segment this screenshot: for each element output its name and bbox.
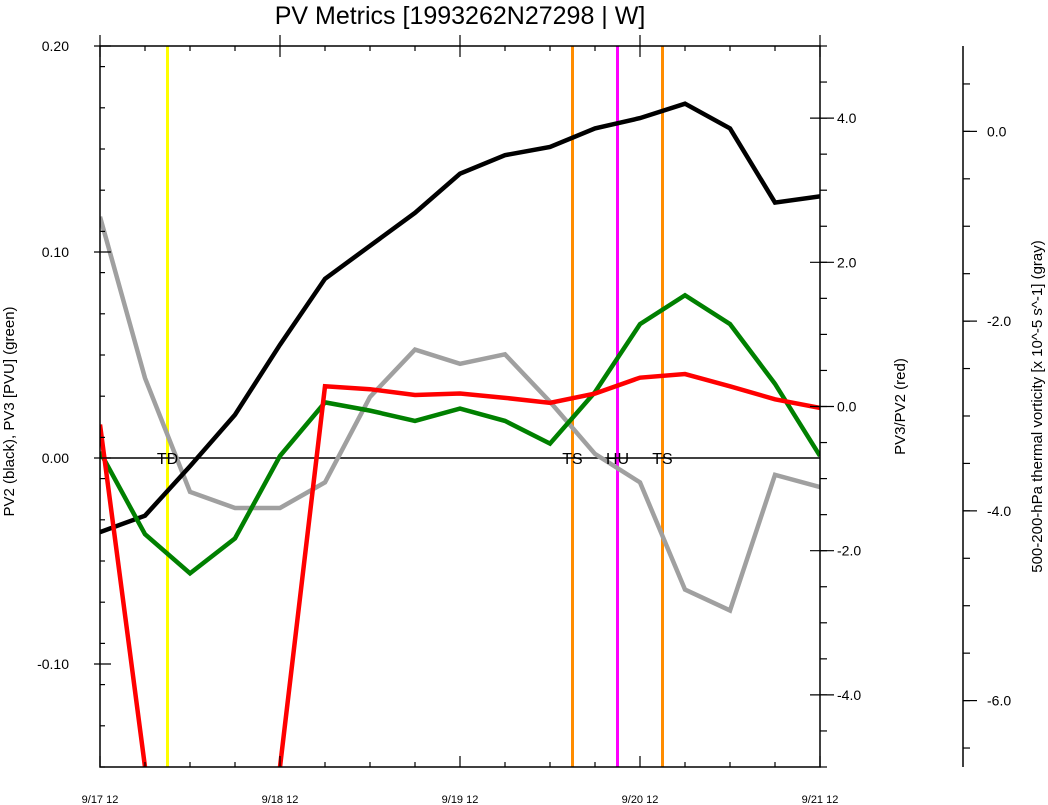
far-right-tick-label: -4.0	[987, 503, 1011, 519]
stage-label-hu-2: HU	[606, 451, 629, 468]
far-right-axis-title: 500-200-hPa thermal vorticity [x 10^-5 s…	[1029, 240, 1046, 573]
right-tick-label: 2.0	[837, 254, 857, 270]
stage-marker-layer	[166, 46, 664, 767]
right-tick-label: 4.0	[837, 110, 857, 126]
stage-label-layer: TD TS HU TS	[157, 451, 673, 468]
left-tick-label: -0.10	[37, 656, 69, 672]
left-tick-label: 0.20	[42, 38, 69, 54]
left-tick-label: 0.00	[42, 450, 69, 466]
far-right-tick-label: -2.0	[987, 313, 1011, 329]
stage-label-td-0: TD	[157, 451, 178, 468]
far-right-tick-label: 0.0	[987, 123, 1007, 139]
far-right-tick-label: -6.0	[987, 693, 1011, 709]
pv2-black-line	[100, 101, 820, 535]
x-tick-label: 9/19 12	[442, 794, 479, 805]
right-tick-label: -2.0	[837, 543, 861, 559]
pv-ratio-red-line	[100, 371, 820, 767]
x-tick-label: 9/18 12	[262, 794, 299, 805]
x-tick-label: 9/17 12	[82, 794, 119, 805]
x-tick-label: 9/20 12	[622, 794, 659, 805]
right-axis-title: PV3/PV2 (red)	[892, 358, 909, 455]
axes-layer: 9/17 12 9/18 12 9/19 12 9/20 12 9/21 12 -0.10…	[37, 35, 1011, 805]
x-tick-label: 9/21 12	[802, 794, 839, 805]
right-tick-label: 0.0	[837, 399, 857, 415]
left-axis-title: PV2 (black), PV3 [PVU] (green)	[1, 306, 18, 516]
left-tick-label: 0.10	[42, 244, 69, 260]
pv3-green-line	[100, 292, 820, 577]
stage-label-ts-3: TS	[652, 451, 672, 468]
thermal-vorticity-gray-line	[100, 216, 820, 614]
chart-title: PV Metrics [1993262N27298 | W]	[275, 2, 646, 30]
right-tick-label: -4.0	[837, 687, 861, 703]
stage-label-ts-1: TS	[562, 451, 582, 468]
series-layer	[100, 101, 820, 767]
